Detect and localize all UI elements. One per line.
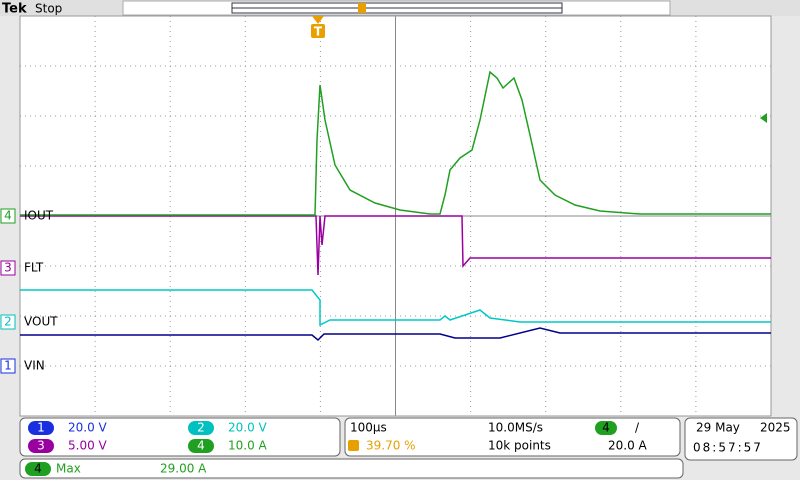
trace-flt	[20, 215, 771, 276]
trace-label: VIN	[24, 359, 45, 373]
channel-number: 3	[37, 439, 45, 453]
year: 2025	[760, 421, 791, 435]
trace-label: VOUT	[24, 315, 58, 329]
trigger-position: 39.70 %	[366, 439, 416, 453]
channel-number: 2	[197, 421, 205, 435]
channel-marker: 1	[4, 359, 12, 373]
trigger-icon	[348, 440, 359, 451]
channel-labels: 1 VIN 2 VOUT 3 FLT 4 IOUT	[0, 208, 58, 374]
channel-marker-box	[0, 208, 16, 224]
trigger-level-marker	[760, 113, 767, 123]
channel-number: 4	[197, 439, 205, 453]
trigger-source: 4	[602, 421, 610, 435]
trace-label: FLT	[24, 261, 44, 275]
trace-label: IOUT	[24, 209, 54, 223]
channel-scale: 10.0 A	[228, 439, 268, 453]
trace-vin	[20, 327, 771, 342]
trigger-level: 20.0 A	[608, 439, 648, 453]
measurement-source-badge	[25, 462, 51, 476]
status: Stop	[35, 2, 62, 16]
sample-rate: 10.0MS/s	[488, 421, 543, 435]
trigger-badge	[311, 24, 325, 38]
trigger-pos-marker	[358, 3, 366, 13]
channel-marker-box	[0, 314, 16, 330]
channel-badge	[188, 421, 214, 435]
channel-scales: 1 20.0 V 2 20.0 V 3 5.00 V 4 10.0 A	[28, 421, 268, 453]
channel-number: 1	[37, 421, 45, 435]
trigger-source-badge	[595, 421, 617, 435]
measurement-panel	[19, 458, 684, 479]
trigger-marker: T	[314, 25, 323, 39]
channel-badge	[188, 439, 214, 453]
time-scale: 100µs	[350, 421, 387, 435]
channel-scale: 20.0 V	[68, 421, 108, 435]
channel-badge	[28, 421, 54, 435]
channel-marker: 2	[4, 315, 12, 329]
brand: Tek	[2, 2, 27, 17]
channel-marker-box	[0, 358, 16, 374]
channel-panel	[19, 417, 341, 457]
record-length: 10k points	[488, 439, 551, 453]
measurement-source: 4	[34, 462, 42, 476]
channel-marker: 4	[4, 209, 12, 223]
time: 08:57:57	[693, 441, 763, 455]
channel-marker-box	[0, 260, 16, 276]
date: 29 May	[696, 421, 740, 435]
trigger-slope: /	[635, 421, 640, 435]
channel-badge	[28, 439, 54, 453]
trace-vout	[20, 289, 771, 327]
channel-marker: 3	[4, 261, 12, 275]
trace-iout	[20, 70, 771, 216]
measurement-name: Max	[56, 462, 81, 476]
measurement-value: 29.00 A	[160, 462, 207, 476]
trigger-arrow	[312, 16, 324, 24]
datetime-panel	[684, 417, 798, 461]
channel-scale: 20.0 V	[228, 421, 268, 435]
channel-scale: 5.00 V	[68, 439, 108, 453]
